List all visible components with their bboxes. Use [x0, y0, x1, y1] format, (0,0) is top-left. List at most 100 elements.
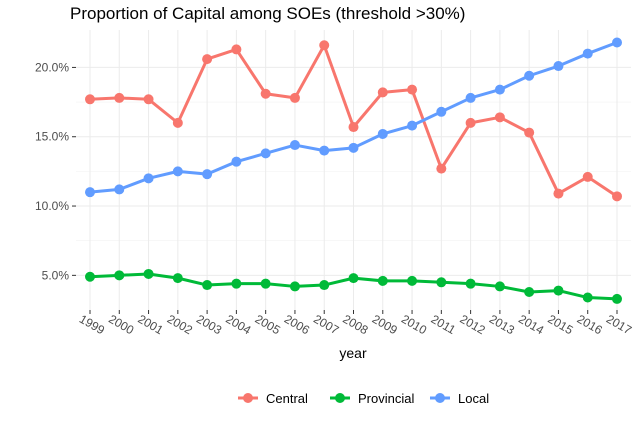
data-point-central — [289, 92, 300, 103]
data-point-provincial — [553, 285, 564, 296]
data-point-provincial — [494, 281, 505, 292]
data-point-local — [172, 166, 183, 177]
data-point-central — [172, 117, 183, 128]
legend-key-point — [435, 393, 445, 403]
x-tick-label: 2003 — [194, 312, 224, 338]
data-point-provincial — [612, 293, 622, 304]
data-point-central — [202, 54, 213, 65]
x-tick-label: 2014 — [516, 312, 546, 338]
data-point-provincial — [231, 278, 242, 289]
x-tick-label: 2010 — [399, 312, 429, 338]
legend-key-point — [243, 393, 253, 403]
legend-label: Provincial — [358, 391, 414, 406]
data-point-local — [582, 48, 593, 59]
data-point-provincial — [524, 286, 535, 297]
data-point-provincial — [582, 292, 593, 303]
legend: Central Provincial Local — [238, 391, 489, 406]
series-provincial — [85, 268, 622, 304]
data-point-central — [143, 94, 154, 105]
x-tick-label: 2011 — [429, 312, 459, 337]
data-point-central — [114, 92, 125, 103]
data-point-provincial — [319, 280, 330, 291]
y-tick-label: 15.0% — [35, 130, 69, 144]
data-point-central — [582, 171, 593, 182]
x-tick-label: 2012 — [458, 312, 488, 338]
data-point-provincial — [114, 270, 125, 281]
data-point-local — [143, 173, 154, 184]
data-point-central — [612, 191, 622, 202]
data-point-provincial — [289, 281, 300, 292]
data-point-provincial — [143, 268, 154, 279]
data-point-local — [377, 128, 388, 139]
data-point-provincial — [465, 278, 476, 289]
grid — [76, 30, 631, 310]
data-point-central — [553, 188, 564, 199]
x-tick-label: 2013 — [487, 312, 517, 338]
x-tick-label: 2008 — [340, 312, 370, 338]
x-tick-label: 2005 — [253, 312, 283, 338]
data-point-local — [319, 145, 330, 156]
y-tick-label: 10.0% — [35, 199, 69, 213]
x-axis: 1999 2000 2001 2002 2003 2004 2005 2006 2007 2008… — [77, 310, 634, 337]
x-tick-label: 2007 — [311, 312, 341, 338]
legend-item-provincial: Provincial — [330, 391, 414, 406]
data-point-central — [494, 112, 505, 123]
data-point-provincial — [348, 273, 359, 284]
data-point-local — [524, 70, 535, 81]
x-tick-label: 2015 — [545, 312, 575, 338]
data-point-provincial — [85, 271, 95, 282]
x-tick-label: 2004 — [223, 312, 253, 338]
data-point-provincial — [172, 273, 183, 284]
data-point-central — [436, 163, 447, 174]
data-point-provincial — [407, 275, 418, 286]
data-point-local — [85, 187, 95, 198]
data-point-local — [494, 84, 505, 95]
y-axis: 5.0% 10.0% 15.0% 20.0% — [35, 60, 76, 282]
data-point-central — [260, 88, 271, 99]
data-point-central — [348, 122, 359, 133]
x-tick-label: 2017 — [604, 312, 634, 338]
legend-label: Central — [266, 391, 308, 406]
x-tick-label: 2006 — [282, 312, 312, 338]
data-point-central — [524, 127, 535, 138]
legend-item-central: Central — [238, 391, 308, 406]
data-point-local — [612, 37, 622, 48]
x-tick-label: 1999 — [77, 312, 107, 338]
series-local — [85, 37, 622, 198]
y-tick-label: 5.0% — [42, 268, 70, 282]
y-tick-label: 20.0% — [35, 60, 69, 74]
data-point-local — [289, 140, 300, 151]
x-tick-label: 2001 — [135, 312, 165, 338]
legend-item-local: Local — [430, 391, 489, 406]
legend-label: Local — [458, 391, 489, 406]
data-point-central — [319, 40, 330, 51]
x-tick-label: 2000 — [106, 312, 136, 338]
data-point-central — [377, 87, 388, 98]
data-point-local — [553, 61, 564, 72]
data-point-provincial — [202, 280, 213, 291]
data-point-central — [465, 117, 476, 128]
data-point-provincial — [436, 277, 447, 288]
data-point-central — [407, 84, 418, 95]
data-point-provincial — [260, 278, 271, 289]
data-point-central — [231, 44, 242, 55]
series-central — [85, 40, 622, 202]
x-axis-label: year — [339, 345, 367, 361]
chart-title: Proportion of Capital among SOEs (thresh… — [70, 4, 466, 23]
x-tick-label: 2002 — [165, 312, 195, 338]
series-layer — [85, 37, 622, 304]
data-point-local — [436, 106, 447, 117]
x-tick-label: 2009 — [370, 312, 400, 338]
data-point-local — [114, 184, 125, 195]
data-point-local — [407, 120, 418, 131]
data-point-local — [260, 148, 271, 159]
data-point-central — [85, 94, 95, 105]
data-point-local — [202, 169, 213, 180]
legend-key-point — [335, 393, 345, 403]
data-point-local — [465, 92, 476, 103]
x-tick-label: 2016 — [575, 312, 605, 338]
data-point-local — [231, 156, 242, 167]
data-point-local — [348, 142, 359, 153]
data-point-provincial — [377, 275, 388, 286]
